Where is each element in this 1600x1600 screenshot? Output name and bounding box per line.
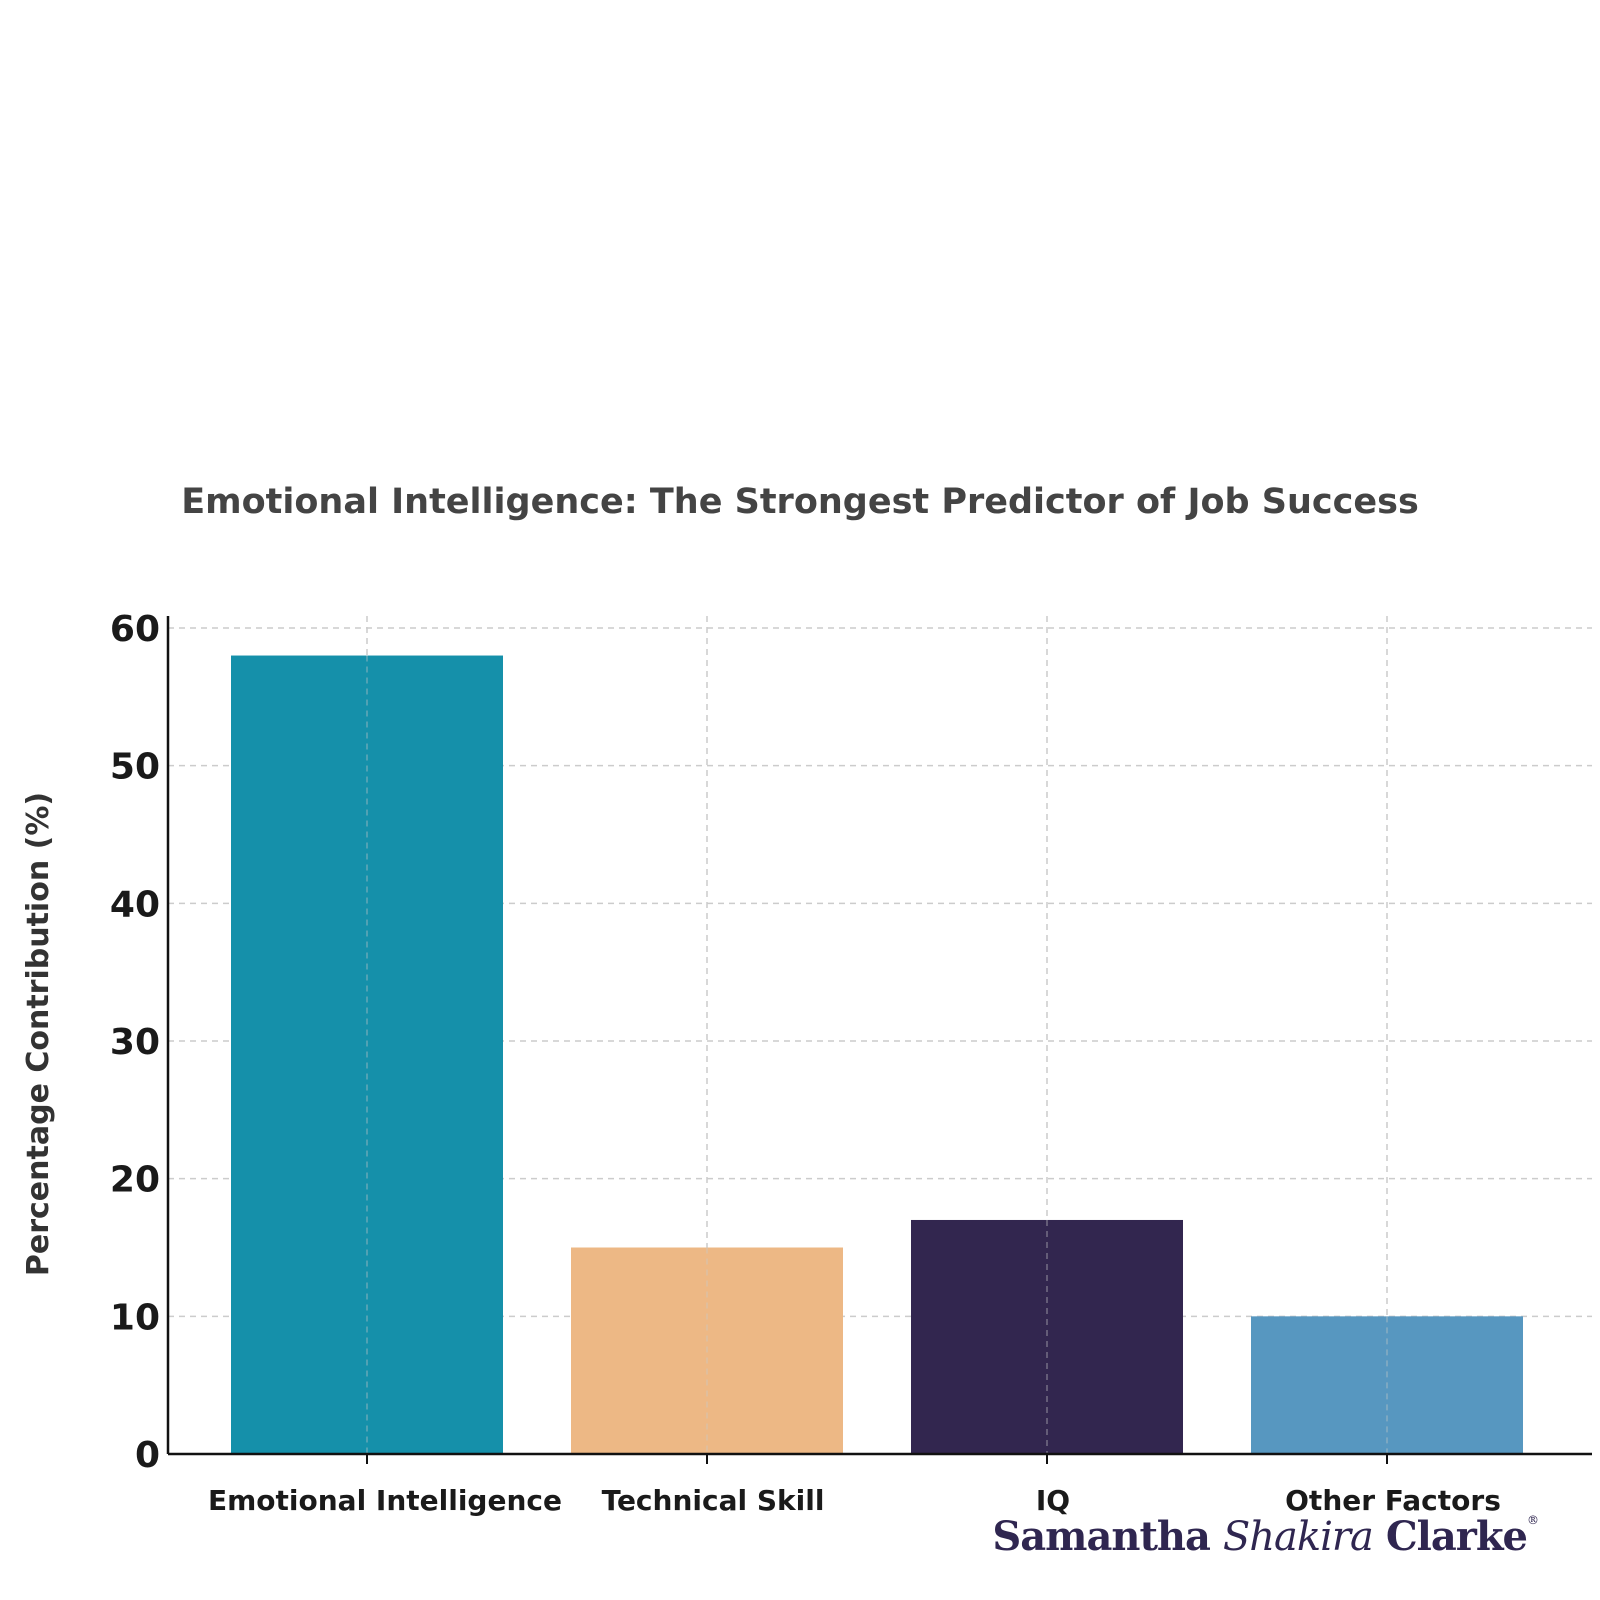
bar-iq <box>911 1219 1183 1454</box>
bars <box>231 655 1523 1454</box>
y-axis-label: Percentage Contribution (%) <box>21 792 56 1276</box>
y-tick-label: 40 <box>110 884 160 925</box>
registered-mark: ® <box>1527 1513 1539 1527</box>
bar-technical-skill <box>571 1247 843 1454</box>
brand-logo: Samantha Shakira Clarke® <box>992 1513 1539 1560</box>
x-tick-label: Technical Skill <box>602 1484 825 1517</box>
x-tick-label: Emotional Intelligence <box>208 1484 562 1517</box>
bar-emotional-intelligence <box>231 655 503 1454</box>
y-tick-label: 0 <box>135 1435 160 1476</box>
brand-middle-name: Shakira <box>1222 1514 1374 1560</box>
chart-title: Emotional Intelligence: The Strongest Pr… <box>181 482 1419 522</box>
x-tick-labels: Emotional Intelligence Technical Skill IQ O… <box>208 1454 1501 1517</box>
brand-last-name: Clarke <box>1385 1513 1528 1560</box>
axes <box>166 616 1592 1456</box>
x-tick-label: IQ <box>1036 1484 1070 1517</box>
x-tick-label: Other Factors <box>1285 1484 1501 1517</box>
y-tick-label: 30 <box>110 1022 160 1063</box>
y-tick-label: 10 <box>110 1297 160 1338</box>
brand-first-name: Samantha <box>992 1513 1211 1560</box>
y-tick-labels: 0 10 20 30 40 50 60 <box>110 609 160 1476</box>
y-tick-label: 50 <box>110 747 160 788</box>
y-tick-label: 20 <box>110 1160 160 1201</box>
bar-other-factors <box>1251 1316 1523 1454</box>
y-tick-label: 60 <box>110 609 160 650</box>
